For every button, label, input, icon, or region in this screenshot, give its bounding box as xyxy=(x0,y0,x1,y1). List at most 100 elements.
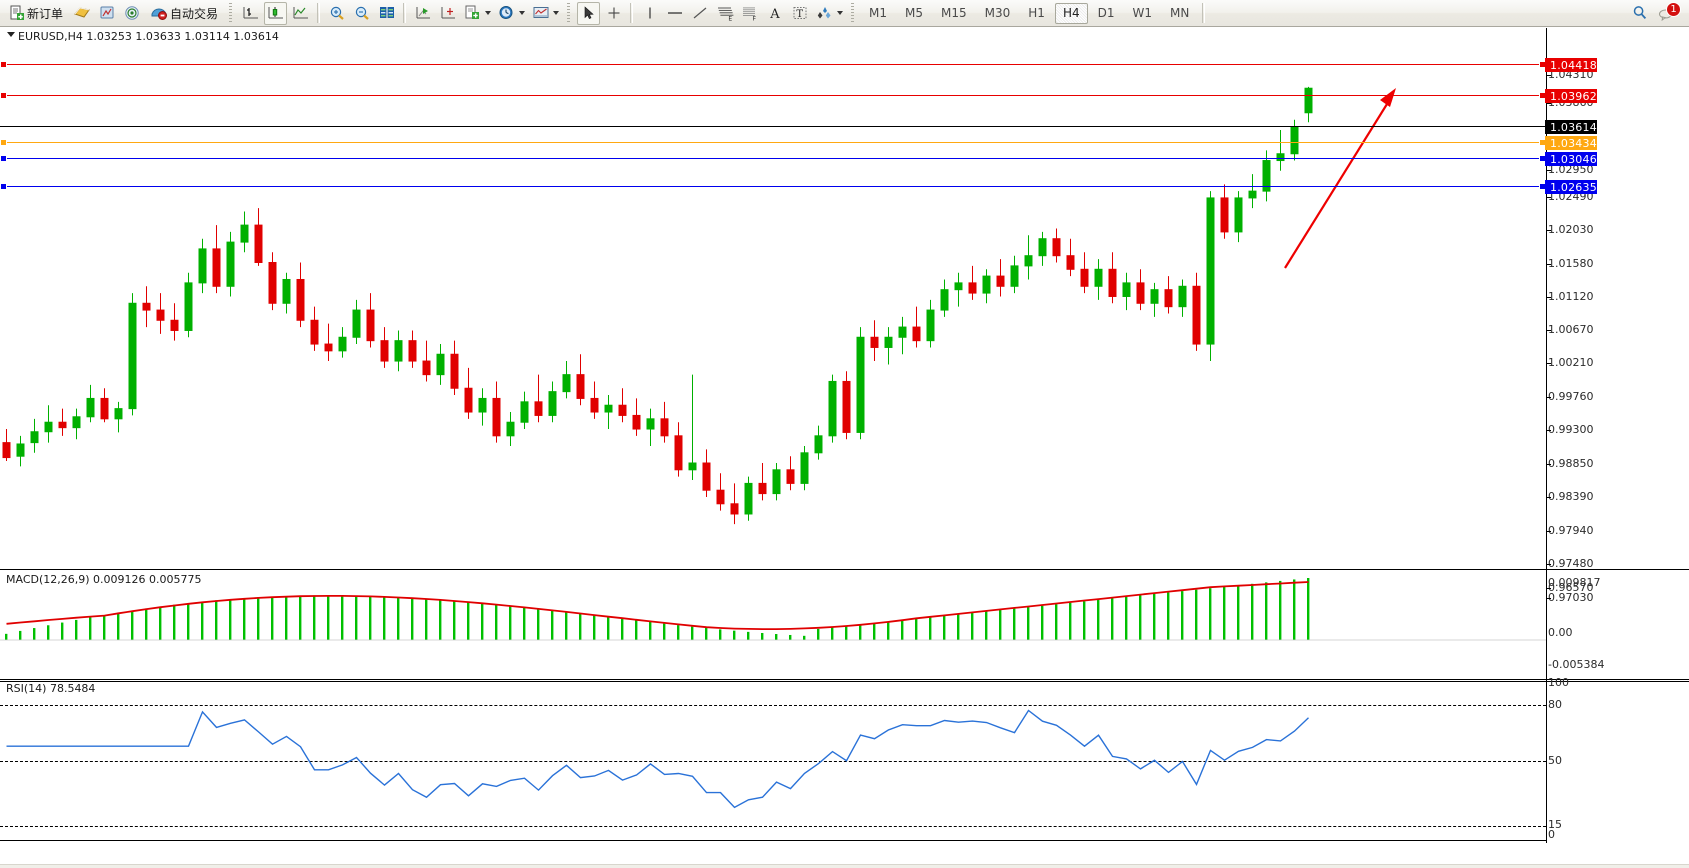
price-tick-mark xyxy=(1547,170,1551,171)
rsi-level-15 xyxy=(0,826,1546,827)
alerts-button[interactable]: 1 xyxy=(1653,1,1681,25)
price-tick-mark xyxy=(1547,430,1551,431)
objects-button[interactable] xyxy=(436,2,459,25)
zoom-out-icon xyxy=(355,6,369,20)
text-button[interactable]: A xyxy=(763,2,786,25)
navigator-button[interactable] xyxy=(95,2,118,25)
timeframe-w1[interactable]: W1 xyxy=(1132,6,1153,20)
toolbar-grip-2[interactable] xyxy=(566,3,573,23)
rsi-level-80 xyxy=(0,705,1546,706)
bar-chart-button[interactable] xyxy=(239,2,262,25)
macd-pane[interactable] xyxy=(0,570,1546,678)
price-tick-mark xyxy=(1547,397,1551,398)
level-tag-pending-order[interactable]: 1.03434 xyxy=(1545,136,1597,150)
fibonacci-fan-button[interactable]: F xyxy=(738,2,761,25)
text-label-icon: T xyxy=(793,7,807,20)
pane-separator-rsi-2 xyxy=(0,681,1689,682)
chart-settings-icon xyxy=(533,7,549,18)
timeframe-d1[interactable]: D1 xyxy=(1097,6,1115,20)
price-tick-label: 0.96570 xyxy=(1548,581,1594,594)
new-order-button[interactable]: 新订单 xyxy=(4,2,68,25)
timeframe-m1[interactable]: M1 xyxy=(869,6,888,20)
level-tag-resistance-2[interactable]: 1.03962 xyxy=(1545,89,1597,103)
horizontal-line-button[interactable] xyxy=(663,2,686,25)
candlestick-series xyxy=(2,86,1313,525)
zoom-out-button[interactable] xyxy=(350,2,373,25)
indicators-icon xyxy=(416,7,430,19)
signals-button[interactable] xyxy=(120,2,143,25)
candlestick-chart-button[interactable] xyxy=(264,1,288,25)
period-button[interactable] xyxy=(495,2,527,25)
cursor-button[interactable] xyxy=(577,1,601,25)
pane-bottom-border xyxy=(0,840,1546,841)
level-line-pending-order[interactable] xyxy=(0,142,1546,143)
level-handle-left-resistance-2[interactable] xyxy=(0,92,7,99)
price-tick-label: 0.97030 xyxy=(1548,591,1594,604)
toolbar-grip-1[interactable] xyxy=(228,3,235,23)
rsi-tick-label: 15 xyxy=(1548,818,1562,831)
autotrading-button[interactable]: 自动交易 xyxy=(145,2,223,25)
data-window-button[interactable] xyxy=(70,2,93,25)
macd-series xyxy=(0,578,1546,641)
price-tick-label: 1.00670 xyxy=(1548,323,1594,336)
zoom-in-button[interactable] xyxy=(325,2,348,25)
chart-area[interactable]: EURUSD,H4 1.03253 1.03633 1.03114 1.0361… xyxy=(0,27,1689,868)
timeframe-m5[interactable]: M5 xyxy=(905,6,924,20)
chart-settings-button[interactable] xyxy=(529,2,561,25)
chart-settings-caret-icon[interactable] xyxy=(552,11,559,15)
timeframe-m15[interactable]: M15 xyxy=(941,6,967,20)
level-line-last-price xyxy=(0,126,1546,127)
level-handle-left-support-1[interactable] xyxy=(0,155,7,162)
chart-collapse-icon[interactable] xyxy=(7,32,15,37)
trendline-button[interactable] xyxy=(688,2,711,25)
price-tick-label: 0.99300 xyxy=(1548,423,1594,436)
templates-caret-icon[interactable] xyxy=(484,11,491,15)
level-tag-support-2[interactable]: 1.02635 xyxy=(1545,180,1597,194)
rsi-tick-label: 80 xyxy=(1548,698,1562,711)
shapes-button[interactable] xyxy=(813,2,845,25)
rsi-tick-label: 100 xyxy=(1548,676,1569,689)
level-tag-resistance-1[interactable]: 1.04418 xyxy=(1545,58,1597,72)
indicators-button[interactable] xyxy=(411,2,434,25)
text-icon: A xyxy=(769,7,780,21)
timeframe-h4[interactable]: H4 xyxy=(1054,2,1088,24)
navigator-icon xyxy=(100,6,114,19)
price-tick-label: 1.01580 xyxy=(1548,257,1594,270)
timeframe-mn[interactable]: MN xyxy=(1170,6,1190,20)
timeframe-h1[interactable]: H1 xyxy=(1028,6,1045,20)
rsi-title: RSI(14) 78.5484 xyxy=(6,682,96,695)
fibonacci-button[interactable]: E xyxy=(713,2,736,25)
price-tick-label: 0.98390 xyxy=(1548,490,1594,503)
text-label-button[interactable]: T xyxy=(788,2,811,25)
tile-windows-icon xyxy=(379,7,394,18)
price-tick-mark xyxy=(1547,264,1551,265)
new-order-icon xyxy=(10,5,24,20)
level-line-resistance-2[interactable] xyxy=(0,95,1546,96)
macd-tick-label: -0.005384 xyxy=(1548,658,1605,671)
level-line-support-2[interactable] xyxy=(0,186,1546,187)
shapes-caret-icon[interactable] xyxy=(836,11,843,15)
price-tick-mark xyxy=(1547,363,1551,364)
search-button[interactable] xyxy=(1628,2,1651,25)
toolbar-grip-3[interactable] xyxy=(850,3,857,23)
bullish-trend-arrow[interactable] xyxy=(0,28,1546,567)
crosshair-icon xyxy=(608,7,620,19)
crosshair-button[interactable] xyxy=(602,2,625,25)
level-line-support-1[interactable] xyxy=(0,158,1546,159)
line-chart-button[interactable] xyxy=(289,2,312,25)
level-tag-support-1[interactable]: 1.03046 xyxy=(1545,152,1597,166)
level-line-resistance-1[interactable] xyxy=(0,64,1546,65)
level-handle-left-support-2[interactable] xyxy=(0,183,7,190)
price-tick-mark xyxy=(1547,75,1551,76)
level-handle-left-pending-order[interactable] xyxy=(0,139,7,146)
price-pane[interactable] xyxy=(0,28,1546,567)
level-handle-left-resistance-1[interactable] xyxy=(0,61,7,68)
timeframe-m30[interactable]: M30 xyxy=(984,6,1011,20)
tile-windows-button[interactable] xyxy=(375,2,398,25)
data-window-icon xyxy=(73,7,90,18)
zoom-in-icon xyxy=(330,6,344,20)
rsi-pane[interactable] xyxy=(0,682,1546,841)
vertical-line-button[interactable] xyxy=(638,2,661,25)
templates-button[interactable] xyxy=(461,2,493,25)
period-caret-icon[interactable] xyxy=(518,11,525,15)
